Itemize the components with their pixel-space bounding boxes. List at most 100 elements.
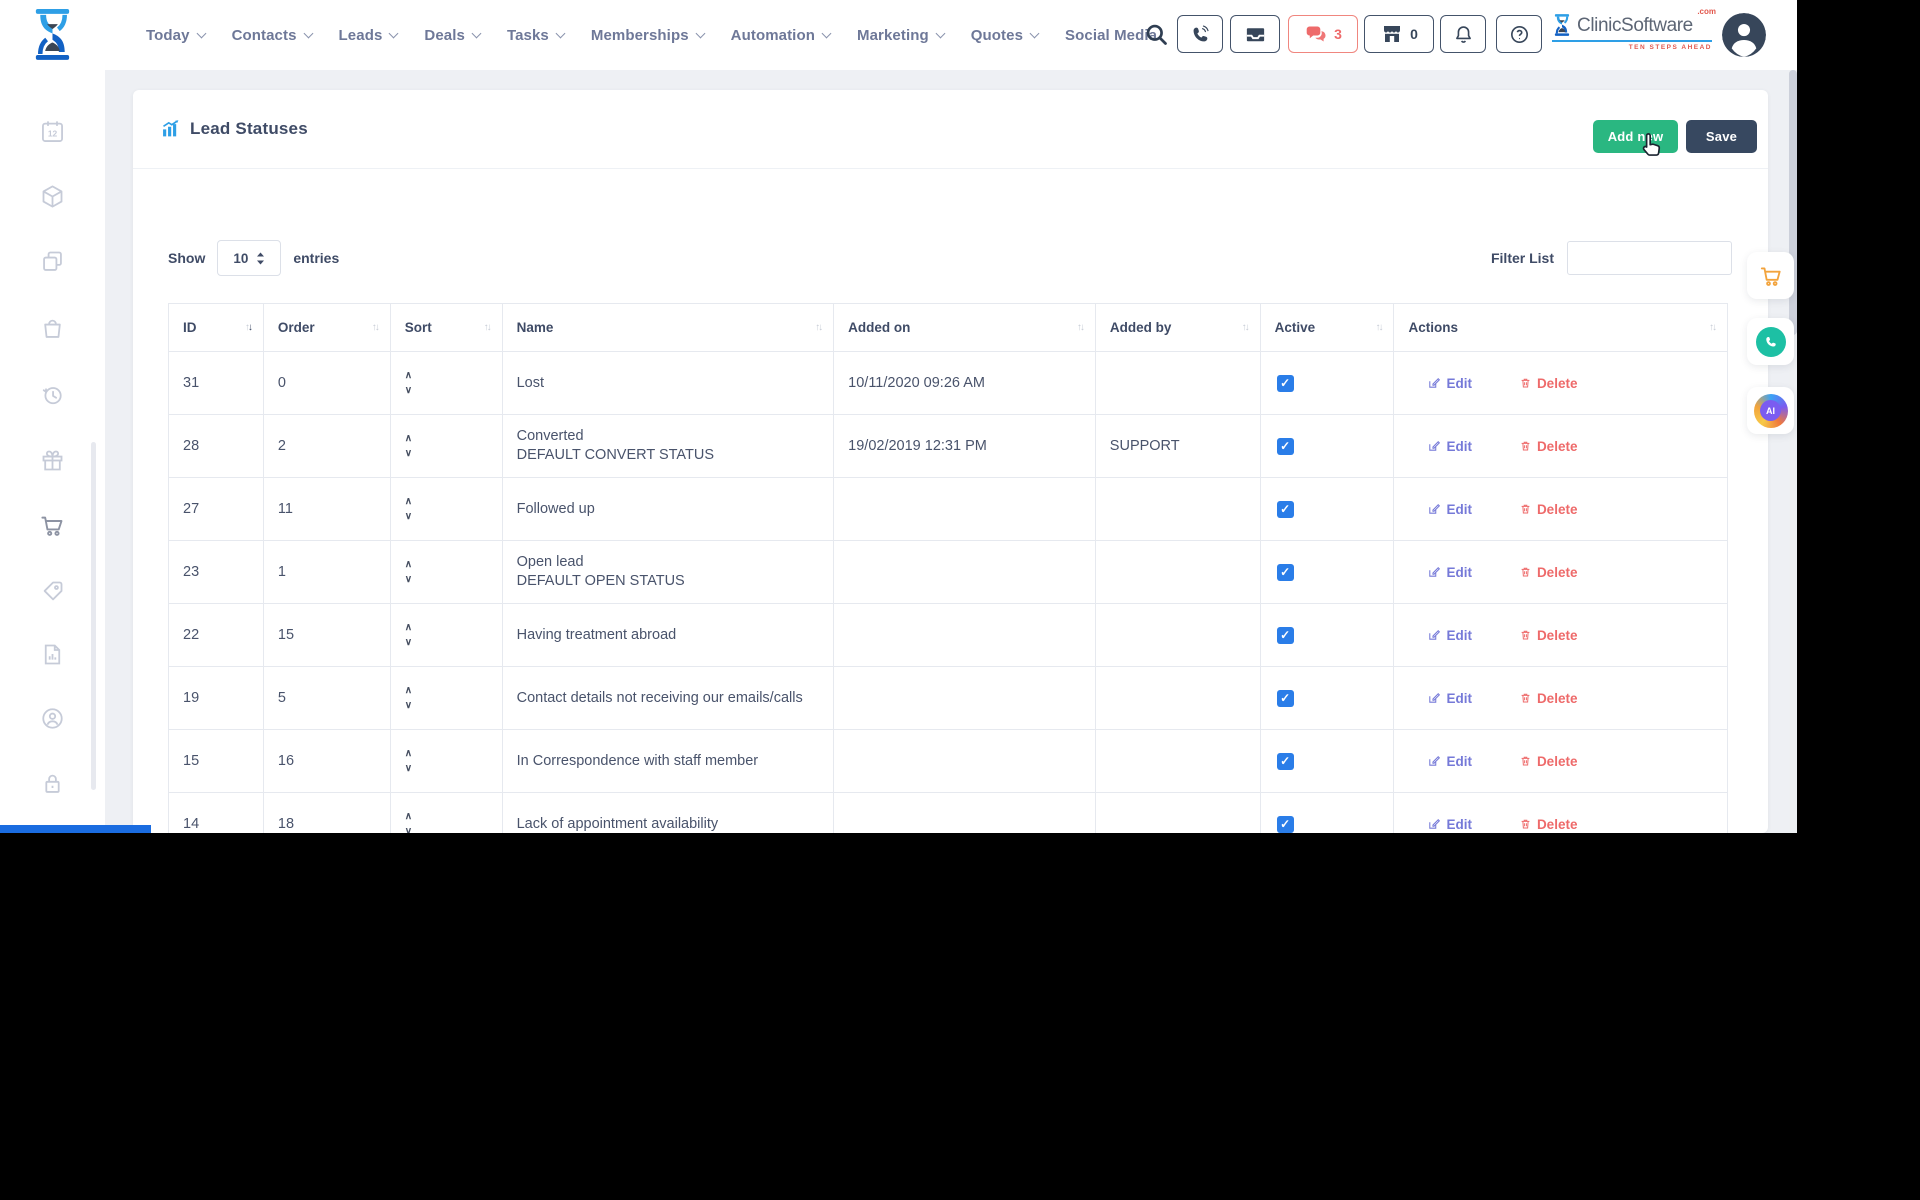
app-logo-icon[interactable]	[29, 7, 76, 63]
column-header-active[interactable]: Active↑↓	[1261, 304, 1395, 352]
sort-down-icon[interactable]: ∨	[405, 828, 412, 834]
nav-item-deals[interactable]: Deals	[424, 27, 480, 44]
active-checkbox[interactable]: ✓	[1277, 816, 1294, 833]
column-header-added-by[interactable]: Added by↑↓	[1096, 304, 1261, 352]
sort-down-icon[interactable]: ∨	[405, 765, 412, 773]
sidebar-history-icon[interactable]	[39, 381, 66, 408]
active-checkbox[interactable]: ✓	[1277, 627, 1294, 644]
edit-link[interactable]: Edit	[1427, 502, 1472, 517]
sort-up-icon[interactable]: ∧	[405, 624, 412, 632]
edit-link[interactable]: Edit	[1427, 439, 1472, 454]
inbox-button[interactable]	[1230, 15, 1280, 53]
nav-item-memberships[interactable]: Memberships	[591, 27, 704, 44]
active-checkbox[interactable]: ✓	[1277, 375, 1294, 392]
chat-button[interactable]: 3	[1288, 15, 1358, 53]
phone-button[interactable]	[1177, 15, 1223, 53]
edit-link[interactable]: Edit	[1427, 565, 1472, 580]
cell-active: ✓	[1261, 541, 1395, 604]
sidebar-cube-icon[interactable]	[39, 183, 66, 210]
shop-launcher-button[interactable]	[1747, 252, 1794, 299]
sort-up-icon[interactable]: ∧	[405, 750, 412, 758]
nav-item-marketing[interactable]: Marketing	[857, 27, 944, 44]
cell-added-on	[834, 541, 1096, 604]
active-checkbox[interactable]: ✓	[1277, 501, 1294, 518]
save-button[interactable]: Save	[1686, 120, 1757, 153]
nav-item-leads[interactable]: Leads	[339, 27, 398, 44]
cell-active: ✓	[1261, 793, 1395, 833]
table-row: 15 16 ∧ ∨ In Correspondence with staff m…	[169, 730, 1727, 793]
delete-link[interactable]: Delete	[1519, 376, 1578, 391]
whatsapp-launcher-button[interactable]	[1747, 318, 1794, 365]
nav-item-automation[interactable]: Automation	[731, 27, 830, 44]
store-count-badge: 0	[1410, 26, 1418, 42]
column-header-actions[interactable]: Actions↑↓	[1394, 304, 1727, 352]
sidebar-tag-icon[interactable]	[39, 578, 66, 605]
cell-added-on	[834, 730, 1096, 793]
edit-link[interactable]: Edit	[1427, 817, 1472, 832]
active-checkbox[interactable]: ✓	[1277, 690, 1294, 707]
cell-sort: ∧ ∨	[391, 415, 503, 478]
sidebar-copy-icon[interactable]	[39, 248, 66, 275]
active-checkbox[interactable]: ✓	[1277, 438, 1294, 455]
delete-link[interactable]: Delete	[1519, 439, 1578, 454]
ai-assistant-button[interactable]: AI	[1747, 387, 1794, 434]
column-header-sort[interactable]: Sort↑↓	[391, 304, 503, 352]
delete-link[interactable]: Delete	[1519, 817, 1578, 832]
edit-link[interactable]: Edit	[1427, 376, 1472, 391]
active-checkbox[interactable]: ✓	[1277, 564, 1294, 581]
column-header-added-on[interactable]: Added on↑↓	[834, 304, 1096, 352]
sort-up-icon[interactable]: ∧	[405, 687, 412, 695]
edit-link[interactable]: Edit	[1427, 691, 1472, 706]
delete-link[interactable]: Delete	[1519, 502, 1578, 517]
sidebar-gift-icon[interactable]	[39, 447, 66, 474]
add-new-button[interactable]: Add new	[1593, 120, 1678, 153]
sidebar-calendar-icon[interactable]: 12	[39, 118, 66, 145]
sort-down-icon[interactable]: ∨	[405, 639, 412, 647]
page-title: Lead Statuses	[190, 119, 308, 139]
delete-link[interactable]: Delete	[1519, 754, 1578, 769]
column-header-name[interactable]: Name↑↓	[503, 304, 835, 352]
chevron-down-icon	[822, 28, 832, 38]
sidebar-bag-icon[interactable]	[39, 315, 66, 342]
sort-up-icon[interactable]: ∧	[405, 435, 412, 443]
delete-link[interactable]: Delete	[1519, 565, 1578, 580]
edit-link[interactable]: Edit	[1427, 628, 1472, 643]
store-button[interactable]: 0	[1364, 15, 1434, 53]
column-header-order[interactable]: Order↑↓	[264, 304, 391, 352]
delete-link[interactable]: Delete	[1519, 628, 1578, 643]
sort-up-icon[interactable]: ∧	[405, 498, 412, 506]
nav-item-today[interactable]: Today	[146, 27, 205, 44]
sort-up-icon[interactable]: ∧	[405, 372, 412, 380]
user-avatar[interactable]	[1722, 13, 1766, 57]
nav-item-contacts[interactable]: Contacts	[232, 27, 312, 44]
notifications-button[interactable]	[1440, 15, 1486, 53]
sort-down-icon[interactable]: ∨	[405, 576, 412, 584]
active-checkbox[interactable]: ✓	[1277, 753, 1294, 770]
filter-list-label: Filter List	[1491, 250, 1554, 266]
page-size-select[interactable]: 10	[217, 240, 281, 276]
sidebar-report-icon[interactable]	[39, 641, 66, 668]
nav-item-quotes[interactable]: Quotes	[971, 27, 1038, 44]
sort-down-icon[interactable]: ∨	[405, 387, 412, 395]
column-header-id[interactable]: ID↑↓	[169, 304, 264, 352]
sidebar-account-icon[interactable]	[39, 705, 66, 732]
chevron-down-icon	[303, 28, 313, 38]
sidebar-cart-icon[interactable]	[39, 512, 66, 539]
sort-down-icon[interactable]: ∨	[405, 702, 412, 710]
cell-sort: ∧ ∨	[391, 352, 503, 415]
edit-pencil-icon	[1427, 439, 1441, 453]
search-icon[interactable]	[1143, 21, 1170, 53]
sidebar-lock-icon[interactable]	[39, 770, 66, 797]
sort-down-icon[interactable]: ∨	[405, 450, 412, 458]
filter-list-input[interactable]	[1567, 241, 1732, 275]
sort-down-icon[interactable]: ∨	[405, 513, 412, 521]
clinicsoftware-logo[interactable]: ClinicSoftware .com TEN STEPS AHEAD	[1552, 13, 1712, 51]
sort-up-icon[interactable]: ∧	[405, 561, 412, 569]
help-button[interactable]	[1496, 15, 1542, 53]
edit-link[interactable]: Edit	[1427, 754, 1472, 769]
nav-item-tasks[interactable]: Tasks	[507, 27, 564, 44]
sidebar-scrollbar[interactable]	[91, 442, 96, 790]
delete-link[interactable]: Delete	[1519, 691, 1578, 706]
table-row: 28 2 ∧ ∨ Converted DEFAULT CONVERT STATU…	[169, 415, 1727, 478]
sort-up-icon[interactable]: ∧	[405, 813, 412, 821]
